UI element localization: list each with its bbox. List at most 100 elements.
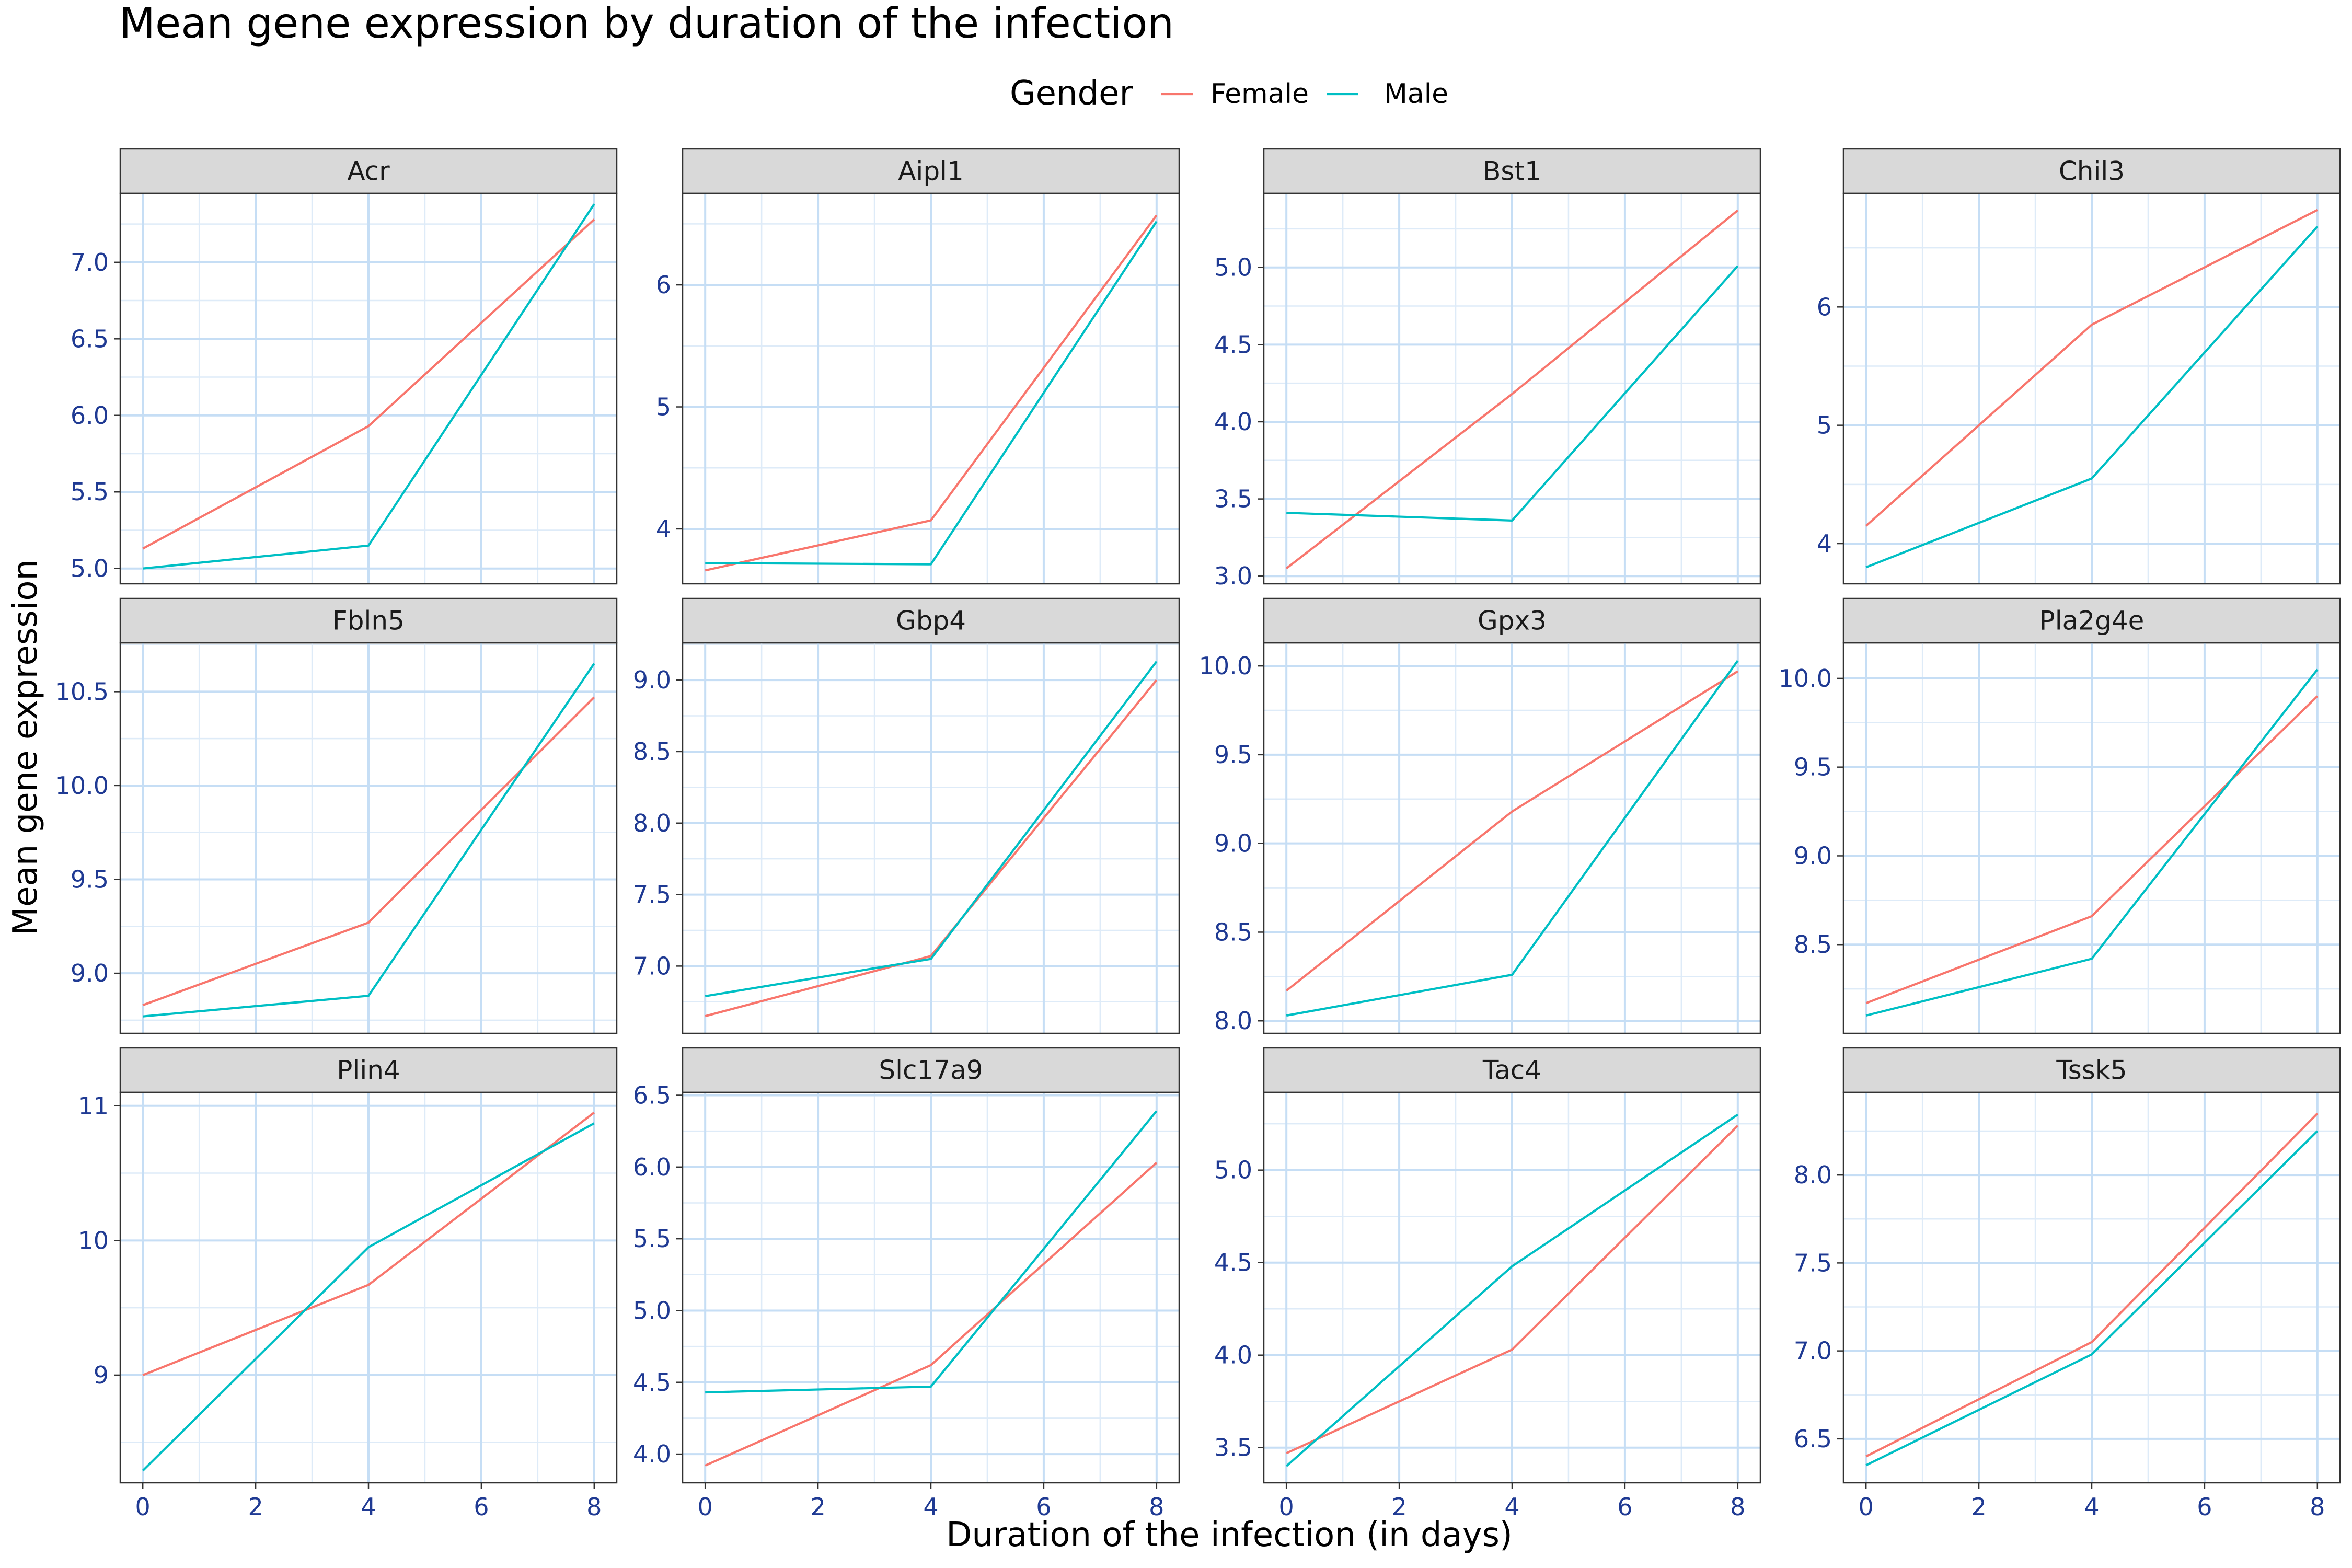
strip-tac4 xyxy=(1263,1047,1761,1093)
series-line-female-bst1 xyxy=(1285,209,1739,570)
x-tick-label: 4 xyxy=(2084,1493,2099,1521)
y-tick-label: 5.5 xyxy=(71,478,109,506)
x-tick-label: 6 xyxy=(1036,1493,1051,1521)
y-tick-label: 6.5 xyxy=(1794,1425,1832,1453)
y-tick-label: 8.5 xyxy=(1214,918,1252,946)
y-tick-label: 7.0 xyxy=(1794,1337,1832,1365)
series-line-male-acr xyxy=(142,203,595,570)
x-tick-label: 4 xyxy=(361,1493,376,1521)
series-line-male-pla2g4e xyxy=(1865,668,2319,1017)
panel-chil3: Chil3 4 5 6 xyxy=(1817,148,2341,585)
y-tick-label: 4.0 xyxy=(1214,1341,1252,1369)
y-tick-label: 8.5 xyxy=(633,737,671,766)
panel-plin4: Plin4 9 10 11 0 2 4 6 8 xyxy=(78,1047,618,1521)
strip-label-slc17a9: Slc17a9 xyxy=(879,1055,983,1086)
strip-bst1 xyxy=(1263,148,1761,194)
x-tick-label: 8 xyxy=(1149,1493,1164,1521)
y-tick-label: 3.5 xyxy=(1214,1434,1252,1462)
series-line-female-slc17a9 xyxy=(705,1162,1158,1467)
y-tick-label: 4 xyxy=(656,515,671,543)
strip-label-bst1: Bst1 xyxy=(1483,156,1541,187)
y-tick-label: 10 xyxy=(78,1226,109,1254)
x-tick-label: 2 xyxy=(1391,1493,1406,1521)
chart-title: Mean gene expression by duration of the … xyxy=(119,0,1174,48)
y-tick-label: 9.0 xyxy=(1794,841,1832,870)
x-tick-label: 0 xyxy=(135,1493,151,1521)
y-tick-label: 9.0 xyxy=(1214,829,1252,858)
series-line-female-pla2g4e xyxy=(1865,695,2319,1005)
legend: Gender Female Male xyxy=(1010,74,1448,113)
y-tick-label: 5.0 xyxy=(71,555,109,583)
y-tick-label: 4.0 xyxy=(1214,408,1252,436)
y-tick-label: 10.0 xyxy=(55,771,109,800)
panel-tssk5: Tssk5 6.5 7.0 7.5 8.0 0 2 4 6 8 xyxy=(1794,1047,2341,1521)
y-tick-label: 9.5 xyxy=(1794,753,1832,781)
series-line-female-tssk5 xyxy=(1865,1112,2319,1458)
y-tick-label: 11 xyxy=(78,1092,109,1120)
strip-label-fbln5: Fbln5 xyxy=(332,606,405,636)
x-tick-label: 6 xyxy=(1617,1493,1632,1521)
series-line-female-chil3 xyxy=(1865,209,2318,527)
y-tick-label: 7.5 xyxy=(1794,1249,1832,1277)
y-tick-label: 6.0 xyxy=(71,401,109,430)
y-tick-label: 4.5 xyxy=(1214,1249,1252,1277)
panel-slc17a9: Slc17a9 4.0 4.5 5.0 5.5 6.0 6.5 0 2 4 6 8 xyxy=(633,1047,1180,1521)
y-tick-label: 8.0 xyxy=(633,809,671,837)
series-line-male-fbln5 xyxy=(143,663,595,1018)
series-line-male-aipl1 xyxy=(705,221,1158,566)
y-tick-label: 8.0 xyxy=(1214,1007,1252,1035)
series-line-male-slc17a9 xyxy=(705,1110,1158,1394)
y-tick-label: 6 xyxy=(1817,293,1832,321)
y-tick-label: 8.5 xyxy=(1794,930,1832,959)
x-tick-label: 6 xyxy=(474,1493,489,1521)
x-tick-label: 6 xyxy=(2197,1493,2212,1521)
x-tick-label: 4 xyxy=(923,1493,938,1521)
x-axis-title: Duration of the infection (in days) xyxy=(946,1516,1513,1554)
strip-plin4 xyxy=(119,1047,618,1093)
facet-panels: Acr 5.0 5.5 6.0 6.5 7.0 Aipl1 4 5 6 Bst1 3.0 3.5 4.0 4… xyxy=(55,148,2341,1521)
y-tick-label: 7.0 xyxy=(633,952,671,980)
y-tick-label: 5.0 xyxy=(633,1296,671,1324)
strip-gbp4 xyxy=(682,597,1180,644)
panel-border-chil3 xyxy=(1842,192,2341,585)
y-tick-label: 5.0 xyxy=(1214,253,1252,282)
y-tick-label: 6.5 xyxy=(633,1081,671,1109)
y-tick-label: 5 xyxy=(656,393,671,421)
panel-aipl1: Aipl1 4 5 6 xyxy=(656,148,1180,585)
strip-slc17a9 xyxy=(682,1047,1180,1093)
strip-label-gbp4: Gbp4 xyxy=(896,606,966,636)
y-tick-label: 6 xyxy=(656,271,671,299)
panel-border-acr xyxy=(119,192,618,585)
strip-label-tac4: Tac4 xyxy=(1482,1055,1541,1086)
series-line-male-tssk5 xyxy=(1865,1130,2319,1467)
series-line-female-tac4 xyxy=(1286,1125,1739,1455)
strip-label-acr: Acr xyxy=(347,156,390,187)
y-tick-label: 10.0 xyxy=(1199,652,1252,680)
series-line-male-chil3 xyxy=(1865,225,2319,569)
panel-border-gbp4 xyxy=(682,642,1180,1034)
strip-label-plin4: Plin4 xyxy=(337,1055,400,1086)
x-tick-label: 2 xyxy=(810,1493,825,1521)
y-tick-label: 5.5 xyxy=(633,1225,671,1253)
strip-label-gpx3: Gpx3 xyxy=(1478,606,1547,636)
y-tick-label: 9.0 xyxy=(71,959,109,987)
y-tick-label: 6.0 xyxy=(633,1153,671,1181)
series-line-male-gbp4 xyxy=(705,661,1158,997)
series-line-female-gbp4 xyxy=(705,679,1158,1018)
strip-label-aipl1: Aipl1 xyxy=(898,156,964,187)
strip-label-pla2g4e: Pla2g4e xyxy=(2039,606,2145,636)
y-tick-label: 10.5 xyxy=(55,677,109,706)
panel-border-bst1 xyxy=(1263,192,1761,585)
panel-gpx3: Gpx3 8.0 8.5 9.0 9.5 10.0 xyxy=(1199,597,1761,1035)
strip-label-tssk5: Tssk5 xyxy=(2056,1055,2127,1086)
series-line-male-plin4 xyxy=(142,1122,595,1472)
strip-tssk5 xyxy=(1842,1047,2341,1093)
y-tick-label: 3.5 xyxy=(1214,485,1252,513)
strip-pla2g4e xyxy=(1842,597,2341,644)
series-line-male-tac4 xyxy=(1285,1113,1738,1467)
y-tick-label: 4.5 xyxy=(633,1368,671,1397)
y-tick-label: 5.0 xyxy=(1214,1156,1252,1184)
panel-pla2g4e: Pla2g4e 8.5 9.0 9.5 10.0 xyxy=(1779,597,2341,1034)
